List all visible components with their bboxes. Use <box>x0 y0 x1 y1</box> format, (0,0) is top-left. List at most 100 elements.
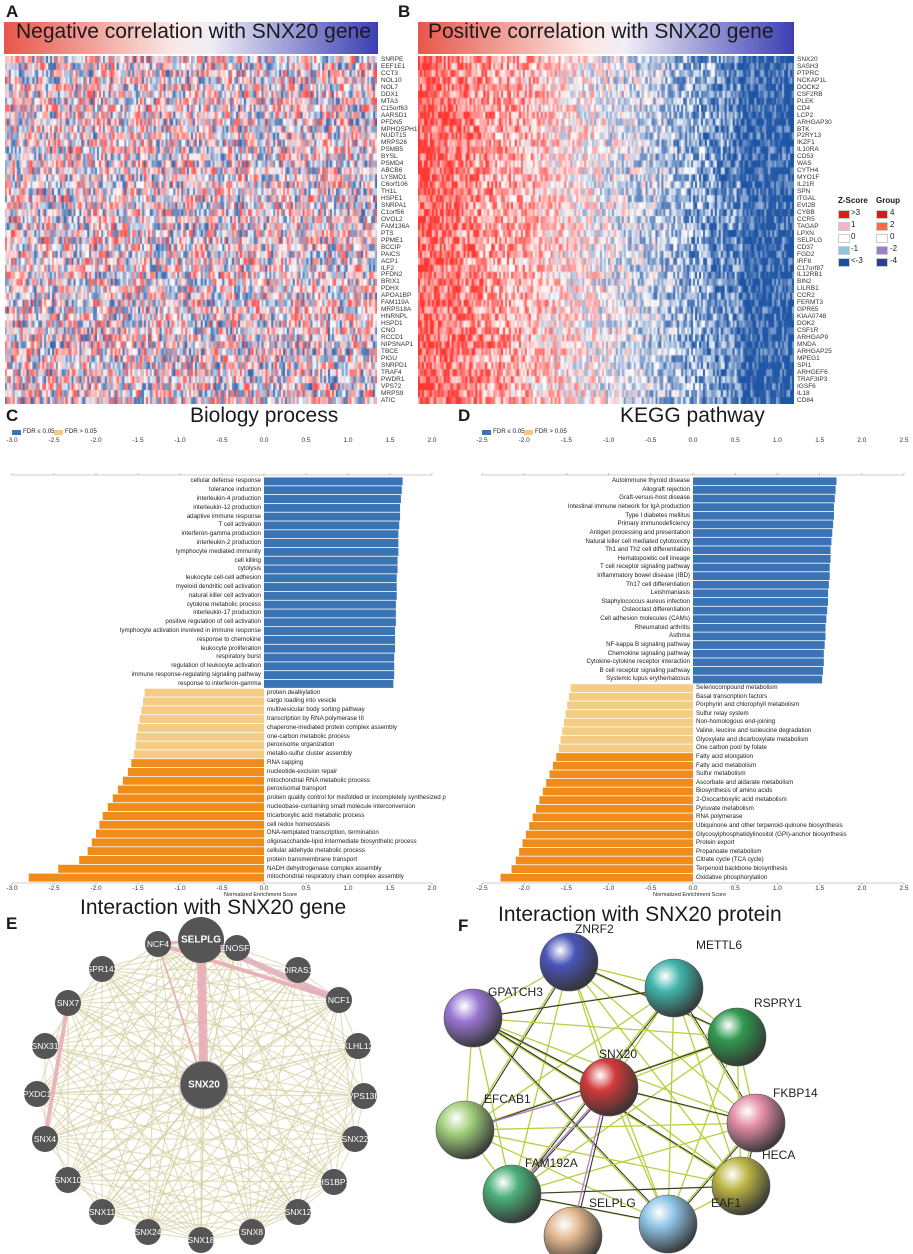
category-label: NF-kappa B signaling pathway <box>606 640 690 648</box>
gene-label: BIN2 <box>797 278 812 286</box>
category-label: leukocyte proliferation <box>200 644 261 652</box>
gene-label: PPME1 <box>381 236 404 244</box>
network-node <box>55 990 81 1016</box>
category-label: RNA polymerase <box>696 813 743 821</box>
gene-label: SASH3 <box>797 62 819 70</box>
category-label: Fatty acid metabolism <box>696 761 757 769</box>
category-label: cell redox homeostasis <box>267 820 330 828</box>
gene-label: SPI1 <box>797 361 812 369</box>
axis-tick-label: 2.0 <box>427 437 437 444</box>
category-label: nucleobase-containing small molecule int… <box>267 803 416 811</box>
panel-letter-d: D <box>458 406 471 425</box>
network-node-label: SNX7 <box>56 998 80 1008</box>
axis-tick-label: 0.0 <box>688 885 698 892</box>
axis-tick-label: -0.5 <box>645 885 657 892</box>
axis-tick-label: -1.5 <box>132 885 144 892</box>
axis-tick-label: 1.0 <box>772 437 782 444</box>
network-node-label: SNX31 <box>31 1041 59 1051</box>
gene-label: MYO1F <box>797 174 820 182</box>
group-swatch <box>876 258 888 267</box>
category-label: cargo loading into vesicle <box>267 697 337 705</box>
category-label: Glyoxylate and dicarboxylate metabolism <box>696 735 809 743</box>
zscore-swatch <box>838 258 850 267</box>
gene-label: DDX1 <box>381 90 399 98</box>
panel-letter-e: E <box>6 914 18 933</box>
gene-label: IL18 <box>797 389 810 397</box>
gene-label: IL12RB1 <box>797 271 823 279</box>
panel-a-title: Negative correlation with SNX20 gene <box>16 20 371 43</box>
network-node <box>145 931 171 957</box>
category-label: Basal transcription factors <box>696 692 768 700</box>
category-label: oligosaccharide-lipid intermediate biosy… <box>267 838 417 846</box>
network-node <box>24 1081 50 1107</box>
protein-node-label: FKBP14 <box>773 1086 818 1100</box>
network-node <box>285 1199 311 1225</box>
gene-label: TBCE <box>381 347 399 355</box>
axis-tick-label: 2.5 <box>899 437 909 444</box>
gene-label: C17orf87 <box>797 264 824 272</box>
category-label: Glycosylphosphatidylinositol (GPI)-ancho… <box>696 830 847 838</box>
gene-label: CYBB <box>797 208 815 216</box>
legend-text: >3 <box>851 208 861 217</box>
network-node <box>285 957 311 983</box>
axis-tick-label: 2.0 <box>427 885 437 892</box>
gene-label: C6orf106 <box>381 181 408 189</box>
gene-label: MRPS9 <box>381 389 404 397</box>
category-label: multivesicular body sorting pathway <box>267 706 365 714</box>
network-node-label: SNX12 <box>284 1207 312 1217</box>
category-label: Cytokine-cytokine receptor interaction <box>586 658 690 666</box>
category-label: Citrate cycle (TCA cycle) <box>696 856 764 864</box>
network-node <box>89 956 115 982</box>
protein-node <box>435 1100 495 1160</box>
category-label: Antigen processing and presentation <box>589 528 690 536</box>
gene-label: ARHGAP25 <box>797 347 832 355</box>
protein-node <box>539 932 599 992</box>
gene-label: MNDA <box>797 340 817 348</box>
category-label: cytolysis <box>237 565 261 573</box>
fdr-legend-swatch <box>524 430 533 435</box>
network-node <box>321 1169 347 1195</box>
gene-label: SELPLG <box>797 236 823 244</box>
category-label: tolerance induction <box>209 486 261 494</box>
category-label: protein transmembrane transport <box>267 855 358 863</box>
category-label: adaptive immune response <box>186 512 261 520</box>
category-label: cell killing <box>234 556 261 564</box>
axis-tick-label: -2.5 <box>48 885 60 892</box>
network-node-label: DIRAS1 <box>282 965 314 975</box>
category-label: NADH dehydrogenase complex assembly <box>267 864 382 872</box>
category-label: Primary immunodeficiency <box>617 520 690 528</box>
network-node-label: SNX10 <box>54 1175 82 1185</box>
network-node <box>178 917 224 963</box>
gene-label: NCKAP1L <box>797 76 827 84</box>
gene-label: MPEG1 <box>797 354 820 362</box>
gene-label: SNRPA1 <box>381 201 407 209</box>
gene-label: CCR5 <box>797 215 815 223</box>
category-label: protein dealkylation <box>267 688 321 696</box>
gene-label: OVOL2 <box>381 215 403 223</box>
category-label: response to interferon-gamma <box>178 679 261 687</box>
legend-text: -1 <box>851 244 859 253</box>
axis-tick-label: 0.0 <box>259 885 269 892</box>
axis-tick-label: 2.0 <box>857 437 867 444</box>
gene-label: MRPS26 <box>381 139 408 147</box>
category-label: natural killer cell activation <box>188 591 261 599</box>
panel-letter-c: C <box>6 406 19 425</box>
network-node <box>342 1126 368 1152</box>
protein-node <box>543 1206 603 1254</box>
gene-label: SNRPE <box>381 56 404 63</box>
network-node <box>239 1219 265 1245</box>
gene-label: PSMB5 <box>381 146 404 154</box>
gene-label: CNO <box>381 327 396 335</box>
gene-label: MTA3 <box>381 97 398 105</box>
protein-node-label: EFCAB1 <box>484 1092 531 1106</box>
group-swatch <box>876 210 888 219</box>
gene-label: LPXN <box>797 229 814 237</box>
category-label: respiratory burst <box>216 653 261 661</box>
protein-node <box>644 958 704 1018</box>
category-label: cytokine metabolic process <box>186 600 261 608</box>
legend-text: 0 <box>851 232 856 241</box>
gene-label: PDHX <box>381 285 400 293</box>
category-label: Biosynthesis of amino acids <box>696 787 773 795</box>
legend-text: Z-Score <box>838 196 868 205</box>
